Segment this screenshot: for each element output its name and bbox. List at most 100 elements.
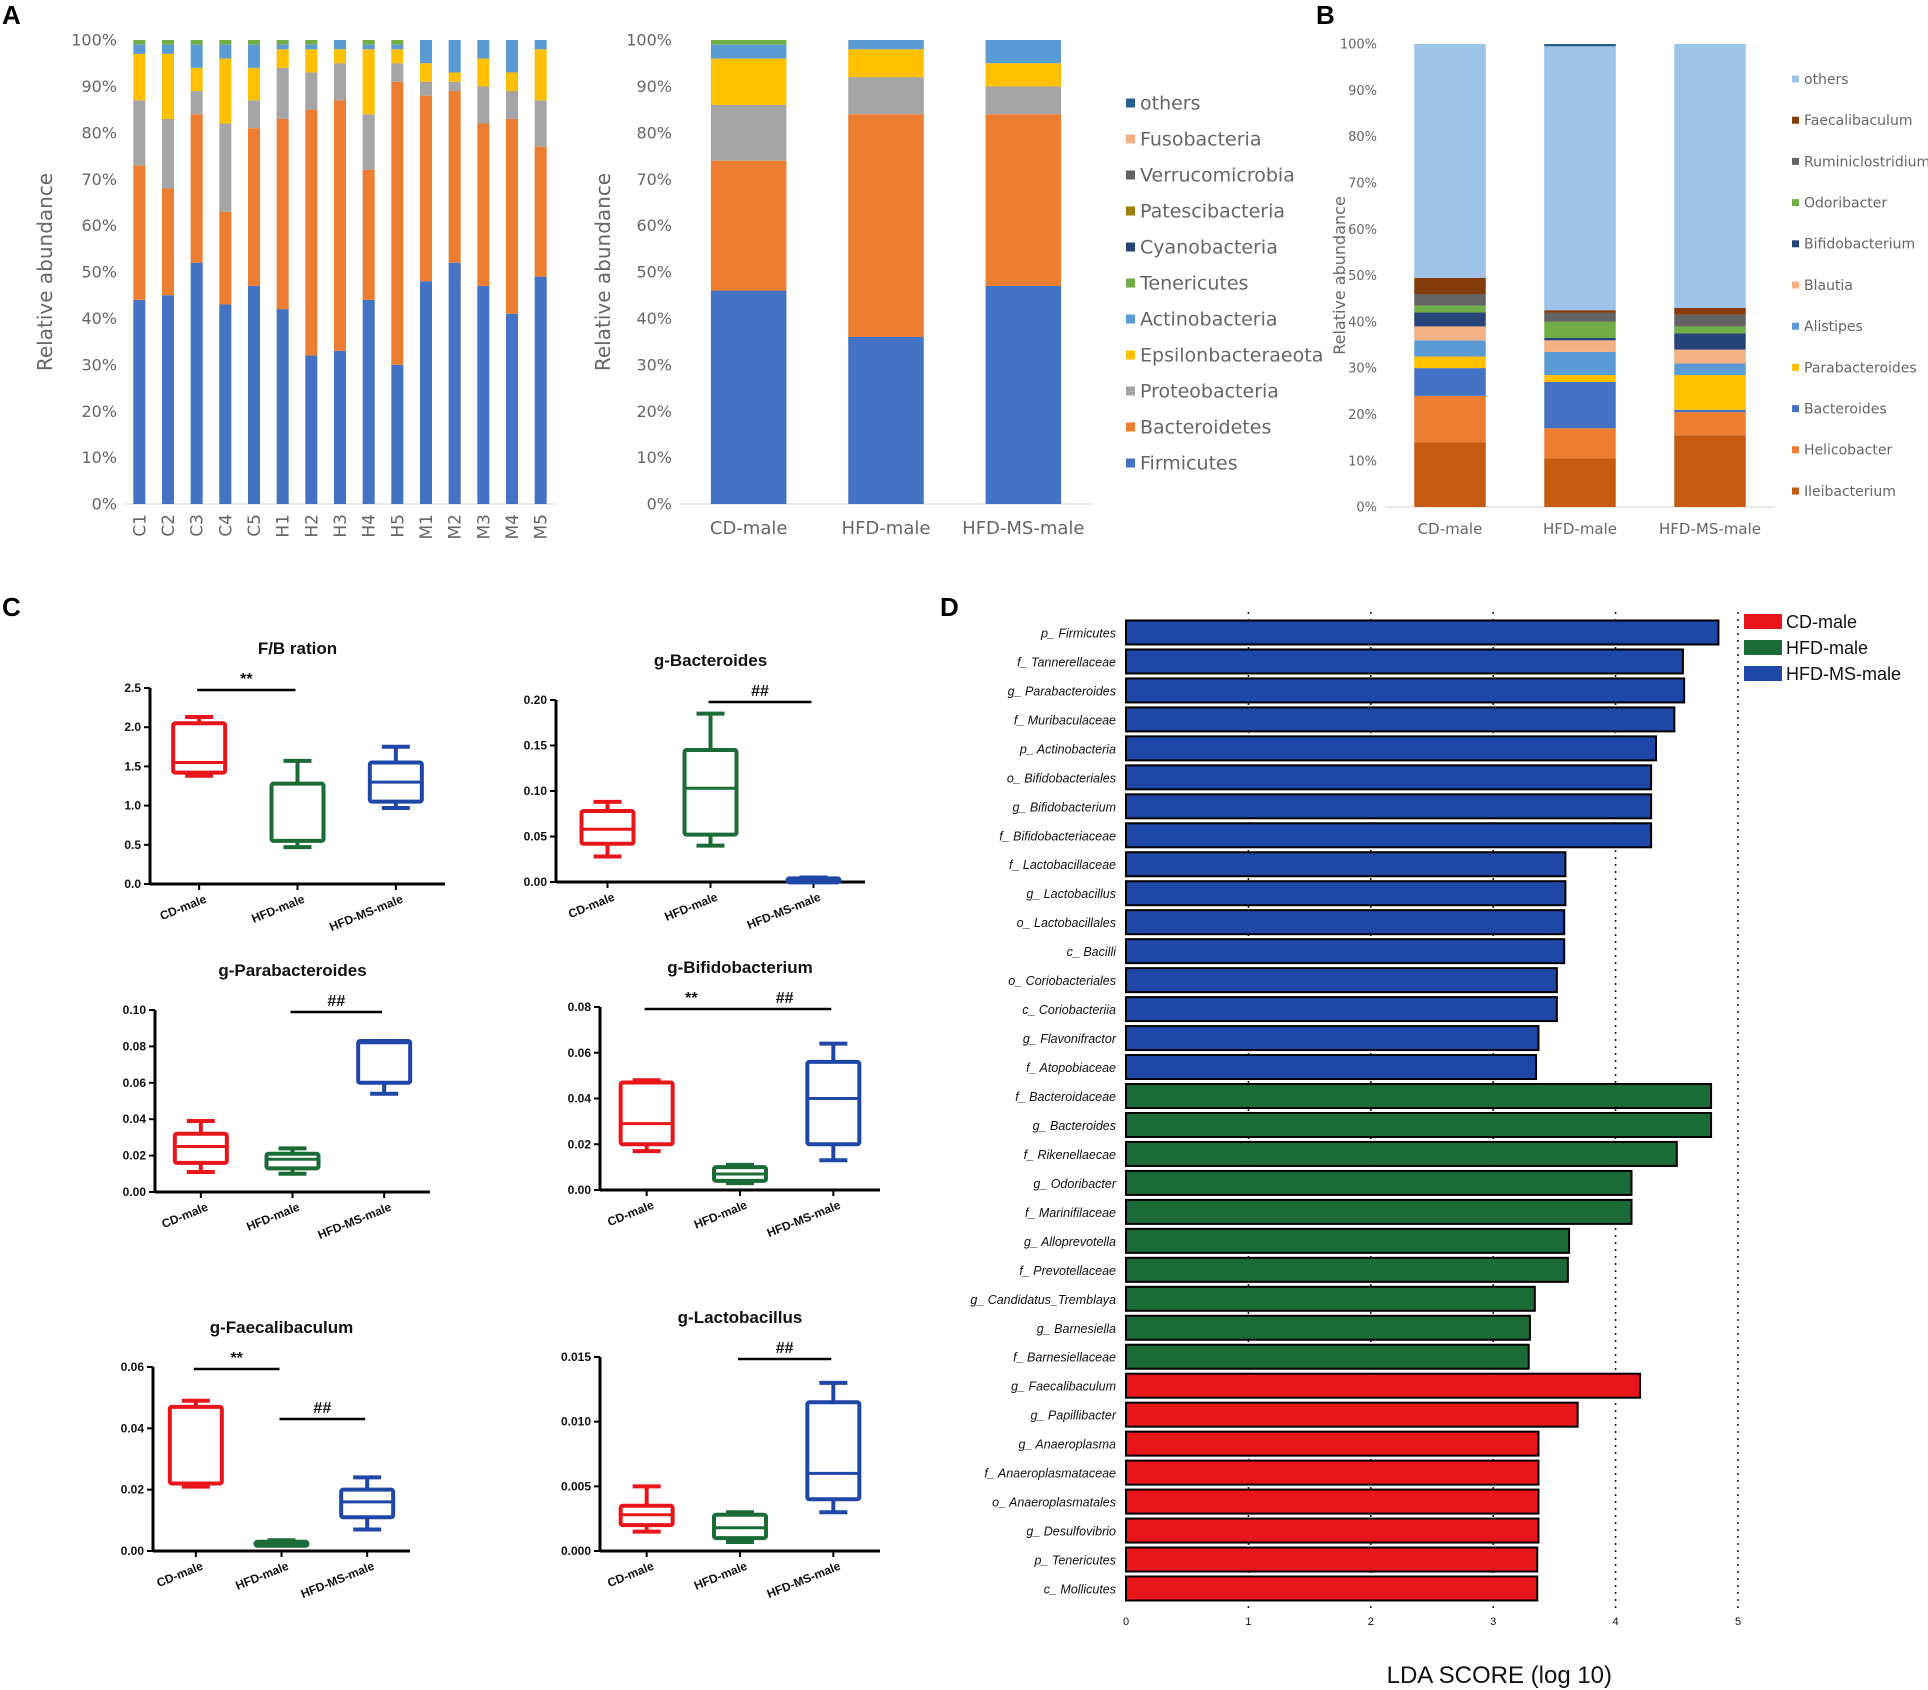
bar-Blautia (1544, 340, 1616, 352)
chart-A2: 0% 10% 20% 30% 40% 50% 60% 70% 80% 90% 100% Relativ… (591, 31, 1092, 539)
legend-label-Parabacteroides: Parabacteroides (1804, 360, 1917, 376)
bar-Proteobacteria (710, 104, 787, 161)
x-tick-label: HFD-MS-male (299, 1559, 377, 1601)
bar-others (1414, 44, 1486, 278)
lda-bar (1125, 996, 1558, 1023)
lda-bar (1125, 1054, 1538, 1081)
lda-bar (1125, 822, 1653, 849)
x-tick-label: HFD-MS-male (327, 892, 405, 934)
lda-bar (1125, 706, 1676, 733)
bar-Bacteroidetes (276, 118, 289, 310)
bar-Proteobacteria (305, 72, 318, 110)
lda-bar-label: f_ Rikenellaecae (1024, 1148, 1116, 1162)
x-tick-label: CD-male (160, 1200, 211, 1231)
lda-bar-label: f_ Muribaculaceae (1014, 713, 1116, 727)
y-tick-label: 60% (81, 216, 117, 235)
lda-bar-label: c_ Bacilli (1067, 945, 1118, 959)
bar-Epsilonbacteraeota (534, 49, 547, 101)
box (682, 748, 739, 837)
y-tick-label: 60% (636, 216, 672, 235)
bar-Bacteroidetes (161, 188, 175, 296)
bar-Actinobacteria (305, 44, 318, 50)
x-tick-label: CD-male (1418, 520, 1483, 538)
bar-Epsilonbacteraeota (305, 49, 318, 73)
lda-bar (1125, 1111, 1713, 1138)
x-tick-label: 3 (1490, 1616, 1496, 1628)
y-tick-label: 0.00 (121, 1544, 145, 1558)
legend-label-Tenericutes: Tenericutes (1139, 273, 1248, 295)
box (167, 1404, 224, 1486)
lda-bar-label: f_ Anaeroplasmataceae (984, 1467, 1116, 1481)
x-tick-label: 5 (1735, 1616, 1741, 1628)
bar-Bacteroidetes (448, 91, 461, 263)
bar-Epsilonbacteraeota (133, 53, 146, 101)
lda-bar-label: g_ Bifidobacterium (1012, 800, 1116, 814)
bar-Alistipes (1544, 351, 1616, 376)
x-tick-label: HFD-MS-male (1659, 520, 1761, 538)
legend-B: others Faecalibaculum Ruminiclostridium Odo… (1792, 72, 1928, 500)
lda-bar (1125, 1517, 1540, 1544)
legend-label-Odoribacter: Odoribacter (1804, 196, 1887, 212)
bar-Tenericutes (190, 40, 203, 45)
lda-bar-label: g_ Papillibacter (1031, 1409, 1117, 1423)
lda-bar (1125, 851, 1567, 878)
x-tick-label: M5 (532, 514, 552, 539)
lda-bar-label: g_ Flavonifractor (1023, 1032, 1117, 1046)
x-axis-label: LDA SCORE (log 10) (1387, 1662, 1612, 1689)
x-tick-label: HFD-male (842, 518, 931, 539)
lda-bar-label: o_ Coriobacteriales (1008, 974, 1116, 988)
y-tick-label: 30% (81, 355, 117, 374)
lda-bar (1125, 619, 1720, 646)
y-tick-label: 60% (1348, 223, 1377, 238)
x-tick-label: HFD-MS-male (765, 1198, 843, 1240)
bar-Firmicutes (305, 355, 318, 504)
legend-swatch-Ileibacterium (1792, 487, 1799, 495)
bar-Epsilonbacteraeota (333, 49, 347, 64)
bar-Actinobacteria (276, 44, 289, 50)
box (805, 1059, 862, 1147)
y-tick-label: 0% (647, 495, 672, 514)
y-tick-label: 10% (81, 448, 117, 467)
box (339, 1487, 396, 1520)
bar-Firmicutes (848, 336, 924, 504)
bar-Tenericutes (710, 40, 787, 45)
bar-Proteobacteria (419, 81, 433, 96)
x-tick-label: M1 (417, 514, 437, 539)
y-tick-label: 0.10 (123, 1003, 147, 1017)
x-tick-label: CD-male (605, 1198, 656, 1229)
box (269, 781, 326, 843)
lda-bar (1125, 1314, 1531, 1341)
y-tick-label: 20% (636, 402, 672, 421)
chart-title: g-Parabacteroides (218, 961, 366, 980)
bar-Tenericutes (391, 40, 404, 45)
chart-title: F/B ration (258, 639, 337, 658)
y-tick-label: 0.20 (524, 693, 548, 707)
legend-A2: others Fusobacteria Verrucomicrobia Patesci… (1126, 93, 1323, 475)
bar-Bacteroidetes (133, 165, 146, 300)
y-tick-label: 0.04 (121, 1421, 145, 1435)
bar-Tenericutes (161, 40, 175, 45)
lda-bar (1125, 880, 1567, 907)
y-tick-label: 50% (636, 263, 672, 282)
bar-Faecalibaculum (1414, 277, 1486, 295)
y-tick-label: 100% (626, 31, 672, 50)
bar-Parabacteroides (1674, 375, 1746, 410)
lda-bar-label: g_ Odoribacter (1033, 1177, 1117, 1191)
box (171, 721, 228, 775)
lda-bar (1125, 1198, 1633, 1225)
chart-title: g-Faecalibaculum (210, 1318, 354, 1337)
bar-Epsilonbacteraeota (985, 63, 1062, 87)
bar-Firmicutes (133, 299, 146, 504)
y-tick-label: 80% (81, 123, 117, 142)
bar-Actinobacteria (362, 44, 375, 50)
y-tick-label: 70% (636, 170, 672, 189)
lda-bar-label: f_ Tannerellaceae (1017, 655, 1116, 669)
legend-swatch-Odoribacter (1792, 199, 1799, 207)
bar-Epsilonbacteraeota (848, 49, 924, 78)
legend-swatch-Actinobacteria (1126, 314, 1135, 324)
bar-Firmicutes (534, 276, 547, 504)
legend-swatch-others (1126, 98, 1135, 108)
bar-Epsilonbacteraeota (477, 58, 490, 87)
bar-Tenericutes (305, 40, 318, 45)
